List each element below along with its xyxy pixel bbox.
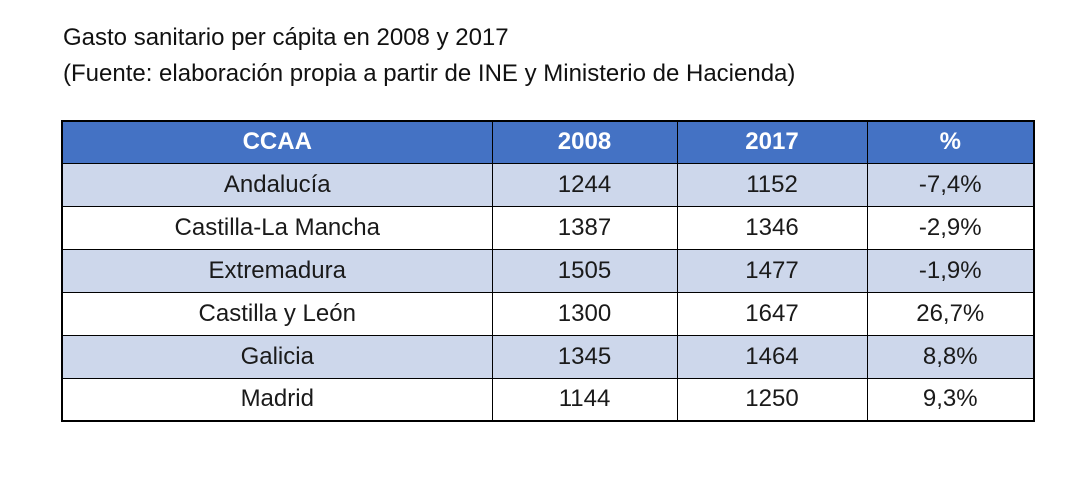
cell-ccaa: Castilla y León: [61, 291, 493, 336]
table-row: Madrid 1144 1250 9,3%: [61, 377, 1035, 422]
table-row: Galicia 1345 1464 8,8%: [61, 334, 1035, 379]
cell-2017: 1152: [676, 162, 868, 207]
title-block: Gasto sanitario per cápita en 2008 y 201…: [63, 20, 1091, 92]
cell-2008: 1144: [491, 377, 678, 422]
cell-percent: 26,7%: [866, 291, 1035, 336]
cell-ccaa: Andalucía: [61, 162, 493, 207]
table-row: Andalucía 1244 1152 -7,4%: [61, 162, 1035, 207]
cell-percent: -7,4%: [866, 162, 1035, 207]
cell-2017: 1647: [676, 291, 868, 336]
table-row: Castilla y León 1300 1647 26,7%: [61, 291, 1035, 336]
table-header-row: CCAA 2008 2017 %: [61, 120, 1035, 164]
cell-2017: 1464: [676, 334, 868, 379]
cell-percent: -1,9%: [866, 248, 1035, 293]
cell-2008: 1244: [491, 162, 678, 207]
table-row: Castilla-La Mancha 1387 1346 -2,9%: [61, 205, 1035, 250]
column-header-2017: 2017: [676, 120, 868, 164]
cell-percent: -2,9%: [866, 205, 1035, 250]
cell-2008: 1345: [491, 334, 678, 379]
cell-2017: 1346: [676, 205, 868, 250]
cell-ccaa: Madrid: [61, 377, 493, 422]
column-header-ccaa: CCAA: [61, 120, 493, 164]
page: Gasto sanitario per cápita en 2008 y 201…: [61, 20, 1091, 422]
cell-ccaa: Galicia: [61, 334, 493, 379]
cell-ccaa: Extremadura: [61, 248, 493, 293]
cell-percent: 8,8%: [866, 334, 1035, 379]
page-title: Gasto sanitario per cápita en 2008 y 201…: [63, 24, 509, 51]
cell-2017: 1477: [676, 248, 868, 293]
cell-2008: 1505: [491, 248, 678, 293]
cell-ccaa: Castilla-La Mancha: [61, 205, 493, 250]
health-spending-table: CCAA 2008 2017 % Andalucía 1244 1152 -7,…: [61, 120, 1035, 422]
cell-2008: 1300: [491, 291, 678, 336]
column-header-2008: 2008: [491, 120, 678, 164]
column-header-percent: %: [866, 120, 1035, 164]
page-subtitle: (Fuente: elaboración propia a partir de …: [63, 60, 796, 87]
table-row: Extremadura 1505 1477 -1,9%: [61, 248, 1035, 293]
cell-2017: 1250: [676, 377, 868, 422]
cell-percent: 9,3%: [866, 377, 1035, 422]
cell-2008: 1387: [491, 205, 678, 250]
